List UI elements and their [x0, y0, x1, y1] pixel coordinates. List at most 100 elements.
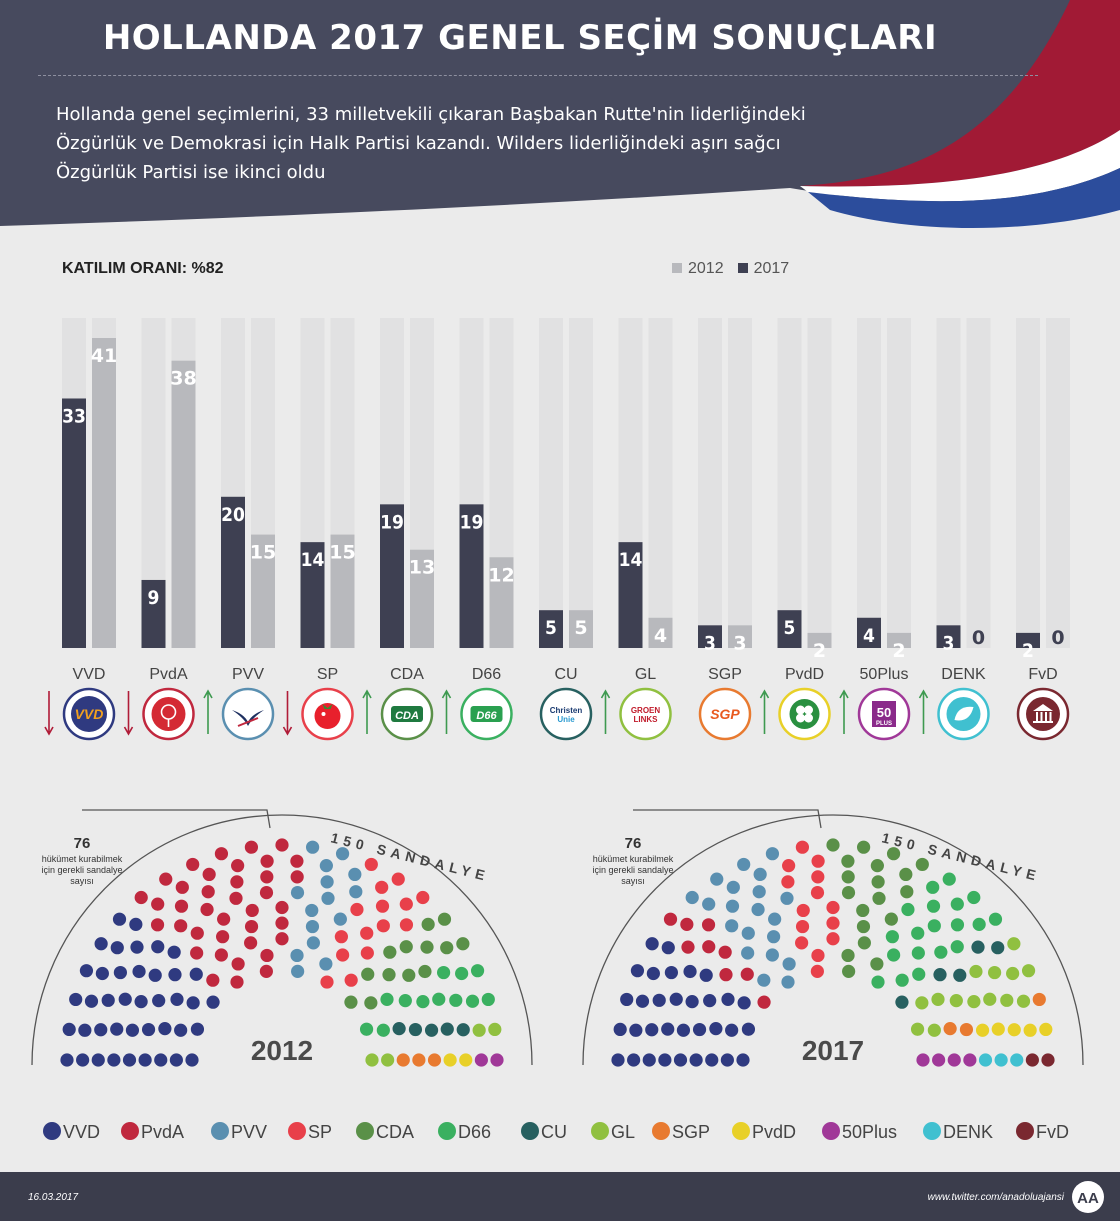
bar-2012-cu [569, 610, 593, 648]
seat-pvda [230, 975, 244, 989]
seat-vvd [676, 1023, 691, 1037]
seat-cu [895, 995, 909, 1009]
seat-sp [399, 918, 414, 932]
seat-cda [421, 917, 435, 931]
majority-number: 76 [625, 835, 642, 852]
seat-cda [842, 964, 856, 978]
majority-caption: için gerekli sandalye [41, 865, 122, 875]
data-label-2017: 19 [380, 511, 404, 533]
seat-pvv [306, 936, 320, 950]
seat-pvda [290, 854, 304, 868]
logo-fill [789, 699, 820, 729]
seat-d66 [359, 1022, 374, 1036]
title-divider [38, 75, 1038, 76]
seat-d66 [934, 945, 948, 959]
seat-pvda [206, 973, 220, 987]
seat-sp [782, 859, 796, 873]
seat-cda [440, 941, 454, 955]
footer: 16.03.2017 www.twitter.com/anadoluajansi… [0, 1172, 1120, 1221]
arrow-up-icon [203, 689, 213, 734]
party-logo-sgp-icon: SGP [698, 687, 752, 741]
seat-vvd [167, 945, 181, 959]
bar-track [1016, 318, 1040, 648]
seat-cda [383, 945, 397, 959]
data-label-2017: 5 [784, 617, 796, 639]
seat-cda [872, 891, 886, 905]
logo-badge [391, 706, 423, 722]
data-label-2012: 12 [488, 564, 514, 586]
bar-2012-50plus [887, 632, 911, 648]
seat-d66 [398, 994, 412, 1008]
seat-vvd [652, 993, 666, 1007]
seat-vvd [152, 994, 166, 1008]
seat-cu [424, 1023, 439, 1037]
legend-item-pvda: PvdA [121, 1122, 184, 1142]
seat-vvd [110, 1022, 124, 1036]
subtitle-line: Özgürlük Partisi ise ikinci oldu [56, 162, 326, 183]
logo-text: LINKS [634, 715, 659, 724]
subtitle-line: Hollanda genel seçimlerini, 33 milletvek… [56, 104, 806, 125]
seat-vvd [158, 1022, 172, 1036]
seat-pvda [190, 946, 204, 960]
tomato-leaf [322, 704, 333, 709]
temple-column [1040, 712, 1043, 721]
bar-2012-gl [648, 617, 673, 648]
seat-cda [399, 940, 413, 954]
seat-pvda [200, 902, 214, 917]
seat-gl [915, 996, 929, 1010]
seat-50plus [932, 1053, 946, 1067]
seat-gl [1007, 937, 1021, 951]
seat-vvd [125, 1023, 140, 1037]
seat-pvv [702, 897, 716, 911]
seat-sp [320, 975, 334, 989]
seat-vvd [190, 1022, 205, 1036]
seat-cu [953, 968, 967, 982]
seat-sp [360, 926, 374, 940]
seat-cda [418, 964, 432, 979]
seat-50plus [490, 1053, 504, 1067]
aa-logo-text: AA [1077, 1190, 1099, 1207]
seat-sp [360, 946, 374, 960]
majority-caption: sayısı [70, 876, 94, 886]
seat-cda [884, 912, 898, 926]
seat-pvda [150, 918, 165, 932]
majority-caption: hükümet kurabilmek [42, 854, 123, 864]
seat-vvd [60, 1053, 74, 1067]
seat-cda [899, 867, 913, 882]
legend-label: 50Plus [842, 1122, 897, 1142]
seat-vvd [673, 1053, 688, 1067]
seat-pvv [782, 957, 796, 971]
seat-vvd [206, 995, 220, 1009]
seat-cu [456, 1023, 470, 1037]
seat-vvd [741, 1022, 756, 1036]
party-logo-d66-icon: D66 [460, 687, 513, 741]
bar-2012-pvv [251, 534, 275, 648]
seat-cda [402, 968, 416, 982]
seat-pvda [202, 867, 216, 882]
seat-pvv [757, 973, 771, 987]
seat-vvd [69, 992, 83, 1007]
seat-cda [856, 919, 871, 934]
arrow-up-icon [759, 689, 770, 734]
seat-sp [334, 930, 348, 944]
bar-2017-pvda [141, 579, 166, 648]
year-legend: 2012 2017 [672, 260, 789, 278]
bar-track [648, 318, 673, 648]
seat-gl [969, 964, 983, 979]
seat-pvda [230, 875, 244, 889]
seat-vvd [185, 1053, 199, 1067]
seat-sp [391, 872, 405, 886]
majority-bracket [633, 809, 822, 829]
legend-dot [732, 1122, 750, 1140]
logo-text: CDA [395, 710, 419, 722]
seat-pvda [702, 940, 716, 954]
seat-vvd [721, 992, 735, 1006]
data-label-2012: 15 [329, 542, 355, 564]
seat-pvda [259, 885, 274, 900]
seat-sp [795, 840, 810, 854]
seat-vvd [132, 964, 146, 979]
data-label-2012: 0 [972, 627, 985, 649]
data-label-2017: 9 [148, 587, 160, 609]
